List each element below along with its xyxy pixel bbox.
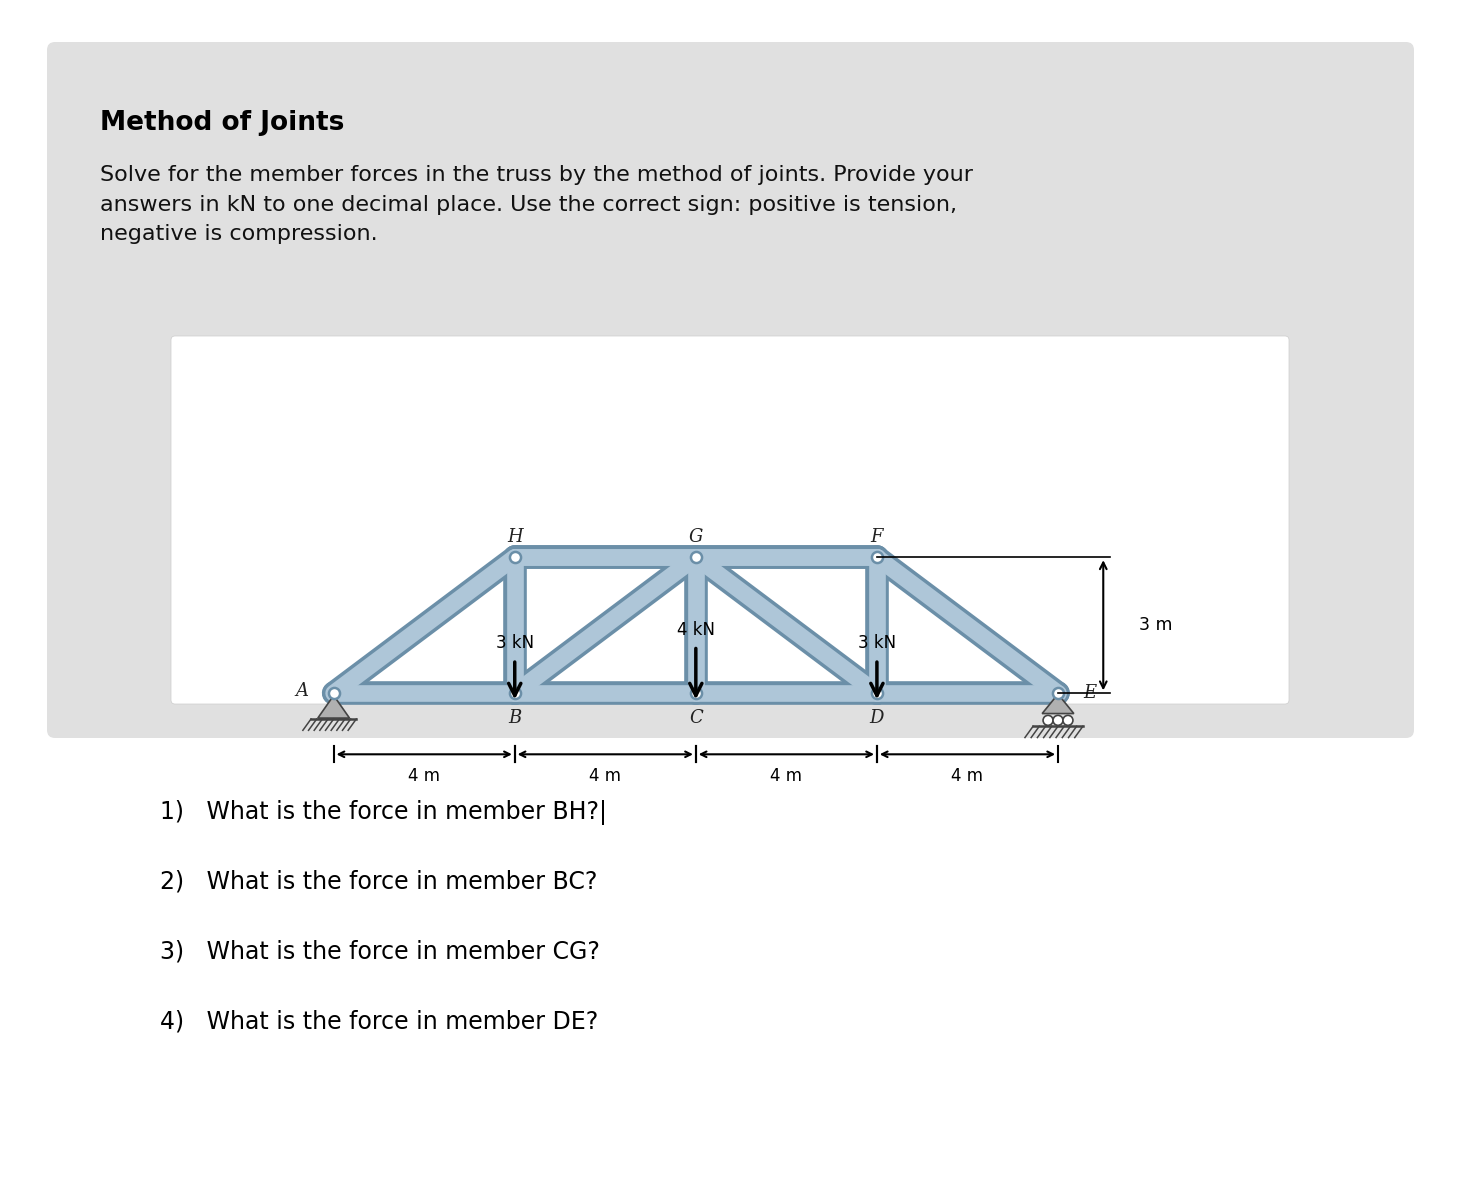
Text: 4 m: 4 m	[408, 767, 440, 785]
Text: D: D	[869, 709, 884, 727]
Text: 4 kN: 4 kN	[676, 621, 714, 639]
Text: Method of Joints: Method of Joints	[99, 110, 345, 136]
Text: 3 kN: 3 kN	[858, 634, 896, 652]
Text: H: H	[507, 528, 523, 546]
Circle shape	[1043, 716, 1053, 725]
Text: 4 m: 4 m	[951, 767, 983, 785]
Text: B: B	[508, 709, 522, 727]
Text: 3 m: 3 m	[1140, 616, 1173, 634]
Polygon shape	[318, 695, 349, 718]
Text: A: A	[295, 682, 308, 700]
FancyBboxPatch shape	[47, 42, 1414, 739]
Circle shape	[1064, 716, 1072, 725]
FancyBboxPatch shape	[171, 336, 1289, 704]
Text: F: F	[871, 528, 882, 546]
Text: 4 m: 4 m	[770, 767, 802, 785]
Text: 1)   What is the force in member BH?|: 1) What is the force in member BH?|	[161, 800, 606, 825]
Text: 4)   What is the force in member DE?: 4) What is the force in member DE?	[161, 1010, 598, 1034]
Text: E: E	[1083, 685, 1096, 703]
Text: 3 kN: 3 kN	[495, 634, 533, 652]
Text: 3)   What is the force in member CG?: 3) What is the force in member CG?	[161, 940, 600, 964]
Text: C: C	[690, 709, 703, 727]
Polygon shape	[1042, 694, 1074, 713]
Text: 4 m: 4 m	[589, 767, 621, 785]
Text: Solve for the member forces in the truss by the method of joints. Provide your
a: Solve for the member forces in the truss…	[99, 165, 973, 244]
Text: 2)   What is the force in member BC?: 2) What is the force in member BC?	[161, 870, 598, 894]
Circle shape	[1053, 716, 1064, 725]
Text: G: G	[688, 528, 703, 546]
